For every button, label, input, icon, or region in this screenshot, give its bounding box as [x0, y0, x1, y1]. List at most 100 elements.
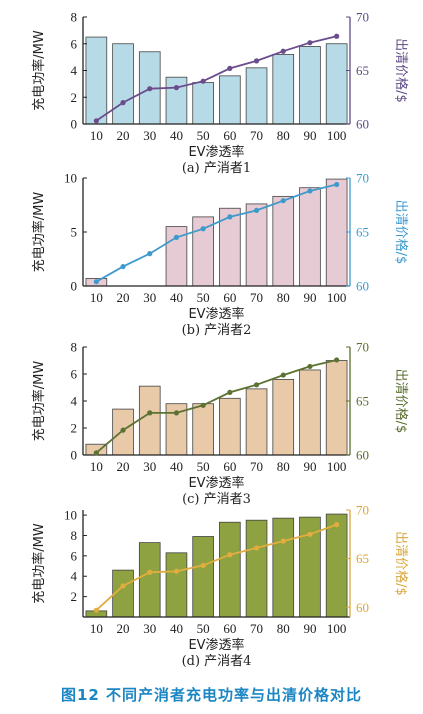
panel-1-y2tick-label-60: 60 — [356, 117, 369, 132]
panel-3-price-point-60 — [227, 389, 233, 395]
panel-3-bar-60 — [219, 397, 241, 456]
panel-1-bar-40 — [165, 76, 188, 125]
panel-4-y2tick-label-70: 70 — [356, 503, 369, 518]
panel-3-xlabel: EV渗透率 — [188, 475, 244, 491]
panel-1-ytick-label-4: 4 — [71, 63, 78, 78]
panel-4-xtick-label-50: 50 — [197, 621, 210, 636]
panel-3-ytick-label-4: 4 — [71, 394, 78, 409]
panel-2-ylabel: 充电功率/MW — [31, 192, 47, 273]
panel-2-xtick-label-100: 100 — [327, 290, 347, 305]
panel-1-bar-100 — [325, 43, 348, 125]
panel-1-ytick-label-2: 2 — [71, 90, 78, 105]
panel-2-caption: (b) 产消者2 — [182, 323, 252, 338]
panel-1-y2label: 出清价格/$ — [393, 38, 409, 103]
panel-2-price-point-70 — [253, 207, 260, 213]
panel-4-ylabel: 充电功率/MW — [31, 523, 47, 604]
panel-4-xlabel: EV渗透率 — [188, 637, 244, 653]
panel-4-bar-30 — [138, 542, 161, 618]
panel-2-xtick-label-90: 90 — [303, 290, 316, 305]
panel-4-bar-50 — [192, 536, 214, 618]
panel-1-price-point-30 — [147, 86, 153, 92]
panel-4-ytick-label-2: 2 — [71, 589, 78, 604]
panel-4-xtick-label-90: 90 — [303, 621, 316, 636]
panel-2-xtick-label-80: 80 — [277, 290, 290, 305]
panel-1-xtick-label-100: 100 — [327, 128, 347, 143]
panel-4-ytick-label-10: 10 — [64, 508, 77, 523]
panel-3-bar-80 — [272, 378, 295, 456]
panel-4-xtick-label-100: 100 — [327, 621, 347, 636]
panel-1-price-point-60 — [227, 65, 233, 71]
panel-1-xtick-label-50: 50 — [197, 128, 210, 143]
panel-4-bar-70 — [245, 519, 268, 618]
panel-1-xtick-label-40: 40 — [170, 128, 183, 143]
panel-3-ytick-label-2: 2 — [71, 421, 78, 436]
panel-1-xtick-label-70: 70 — [250, 128, 263, 143]
panel-3-bar-70 — [245, 388, 268, 456]
panel-1-xlabel: EV渗透率 — [188, 144, 244, 160]
panel-2-xtick-label-60: 60 — [223, 290, 236, 305]
panel-1-price-point-80 — [280, 48, 286, 54]
panel-1-ytick-label-0: 0 — [71, 117, 78, 132]
panel-3-price-point-90 — [307, 363, 313, 370]
panel-1-price-line — [95, 35, 337, 122]
panel-3-xtick-label-40: 40 — [170, 459, 183, 474]
panel-2-price-point-80 — [280, 198, 286, 204]
panel-1-bar-50 — [192, 82, 214, 125]
panel-3-xtick-label-100: 100 — [327, 459, 347, 474]
panel-4-xtick-label-70: 70 — [250, 621, 263, 636]
panel-1-xtick-label-20: 20 — [117, 128, 130, 143]
panel-3-caption: (c) 产消者3 — [182, 492, 251, 507]
panel-1-bar-60 — [219, 75, 241, 125]
panel-2-xtick-label-10: 10 — [90, 290, 103, 305]
panel-4-xtick-label-30: 30 — [143, 621, 156, 636]
panel-2-bar-100 — [325, 178, 348, 287]
panel-2-xtick-label-30: 30 — [143, 290, 156, 305]
panel-3-xtick-label-90: 90 — [303, 459, 316, 474]
panel-3-price-point-100 — [334, 357, 340, 363]
panel-1-price-point-100 — [334, 33, 340, 39]
panel-4-price-point-100 — [334, 521, 340, 528]
panel-4-price-point-20 — [120, 583, 126, 589]
panel-4-bar-60 — [219, 521, 241, 618]
panel-2-price-point-20 — [120, 263, 126, 270]
panel-1-xtick-label-10: 10 — [90, 128, 103, 143]
panel-2-ytick-label-10: 10 — [64, 171, 77, 186]
panel-3-y2tick-label-60: 60 — [356, 448, 369, 463]
panel-2-y2tick-label-65: 65 — [356, 225, 369, 240]
panel-4-bar-80 — [272, 517, 295, 618]
panel-3-xtick-label-20: 20 — [117, 459, 130, 474]
panel-2-xtick-label-40: 40 — [170, 290, 183, 305]
panel-2-xtick-label-20: 20 — [117, 290, 130, 305]
panel-2-bar-90 — [299, 187, 321, 287]
panel-3-price-point-80 — [280, 372, 286, 378]
panel-1-y2tick-label-65: 65 — [356, 63, 369, 78]
panel-2-price-point-60 — [227, 214, 233, 220]
panel-4-xtick-label-80: 80 — [277, 621, 290, 636]
panel-2-price-line — [95, 183, 337, 283]
panel-3-price-point-70 — [253, 382, 260, 388]
panel-4-xtick-label-10: 10 — [90, 621, 103, 636]
panel-1-bar-90 — [299, 46, 321, 125]
panel-2-xtick-label-70: 70 — [250, 290, 263, 305]
panel-3-bar-30 — [138, 385, 161, 456]
panel-1-ytick-label-8: 8 — [71, 10, 78, 25]
panel-2-xtick-label-50: 50 — [197, 290, 210, 305]
panel-4-xtick-label-40: 40 — [170, 621, 183, 636]
panel-2-y2tick-label-60: 60 — [356, 279, 369, 294]
panel-2-y2label: 出清价格/$ — [393, 200, 409, 265]
panel-1-price-point-90 — [307, 40, 313, 46]
panel-3-bar-90 — [299, 369, 321, 456]
panel-4-price-point-60 — [227, 552, 233, 558]
panel-3-price-point-50 — [200, 402, 206, 408]
panel-4-y2tick-label-60: 60 — [356, 600, 369, 615]
panel-1-xtick-label-90: 90 — [303, 128, 316, 143]
panel-3-bar-100 — [325, 360, 348, 456]
panel-3-ylabel: 充电功率/MW — [31, 361, 47, 442]
panel-3-xtick-label-50: 50 — [197, 459, 210, 474]
panel-1-ytick-label-6: 6 — [71, 36, 78, 51]
panel-3-xtick-label-30: 30 — [143, 459, 156, 474]
panel-4-ytick-label-4: 4 — [71, 569, 78, 584]
panel-4-price-point-40 — [173, 568, 180, 574]
panel-3-ytick-label-0: 0 — [71, 448, 78, 463]
